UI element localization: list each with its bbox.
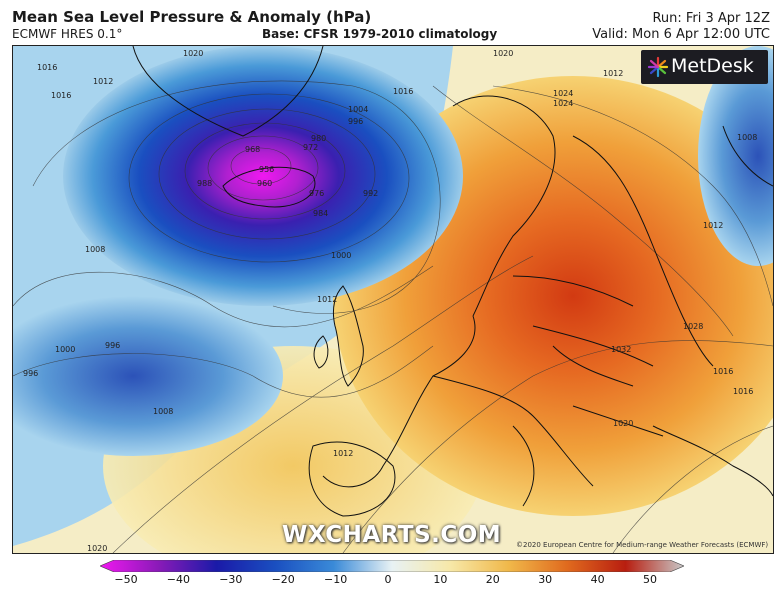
header: Mean Sea Level Pressure & Anomaly (hPa) … [0, 0, 784, 46]
valid-time: Valid: Mon 6 Apr 12:00 UTC [592, 27, 770, 42]
isobar-label: 1008 [85, 245, 105, 254]
isobar-label: 1000 [55, 345, 75, 354]
isobar-label: 972 [303, 143, 318, 152]
colorbar-tick: −10 [323, 573, 348, 586]
map-title: Mean Sea Level Pressure & Anomaly (hPa) [12, 8, 372, 26]
metdesk-logo-icon [647, 56, 669, 78]
isobar-label: 1004 [348, 105, 368, 114]
isobar-label: 1012 [317, 295, 337, 304]
isobar-label: 1016 [37, 63, 57, 72]
isobar-label: 960 [257, 179, 272, 188]
climatology-base: Base: CFSR 1979-2010 climatology [262, 27, 498, 41]
colorbar-tick: 10 [433, 573, 448, 586]
isobar-label: 996 [348, 117, 363, 126]
isobar-label: 1032 [611, 345, 631, 354]
colorbar-tick: −50 [114, 573, 138, 586]
isobar-label: 1016 [733, 387, 753, 396]
isobar-label: 968 [245, 145, 260, 154]
isobar-label: 988 [197, 179, 212, 188]
colorbar-tick: 50 [643, 573, 657, 586]
isobar-label: 1008 [153, 407, 173, 416]
isobar-label: 1020 [613, 419, 633, 428]
isobar-label: 1024 [553, 99, 573, 108]
colorbar-tick: 30 [538, 573, 553, 586]
metdesk-logo-text: MetDesk [671, 55, 754, 77]
colorbar-tick: −30 [219, 573, 243, 586]
model-name: ECMWF HRES 0.1° [12, 27, 123, 41]
isobar-label: 1012 [603, 69, 623, 78]
isobar-label: 992 [363, 189, 378, 198]
isobar-label: 1000 [331, 251, 351, 260]
metdesk-logo[interactable]: MetDesk [641, 50, 768, 84]
pressure-anomaly-map: 1016 1016 1012 1024 1016 1012 1004 996 980 972 968… [12, 45, 774, 554]
colorbar-tick: 40 [590, 573, 605, 586]
isobar-label: 996 [105, 341, 120, 350]
colorbar-tick: 0 [384, 573, 392, 586]
wxcharts-watermark: WXCHARTS.COM [282, 522, 502, 548]
isobar-label: 1028 [683, 322, 703, 331]
isobar-label: 956 [259, 165, 274, 174]
isobar-label: 1012 [703, 221, 723, 230]
colorbar-tick: 20 [485, 573, 500, 586]
isobar-label: 996 [23, 369, 38, 378]
colorbar-tick: −20 [271, 573, 295, 586]
isobar-label: 984 [313, 209, 328, 218]
isobar-label: 1020 [87, 544, 107, 553]
isobar-label: 1012 [333, 449, 353, 458]
isobar-label: 1008 [737, 133, 757, 142]
isobar-label: 1012 [93, 77, 113, 86]
isobar-label: 980 [311, 134, 326, 143]
copyright-notice: ©2020 European Centre for Medium-range W… [516, 541, 769, 549]
isobar-label: 1016 [51, 91, 71, 100]
isobar-label: 1016 [713, 367, 733, 376]
isobar-label: 1016 [393, 87, 413, 96]
anomaly-colorbar [100, 560, 684, 572]
isobar-label: 976 [309, 189, 324, 198]
isobar-label: 1020 [493, 49, 513, 58]
isobar-label: 1024 [553, 89, 573, 98]
run-time: Run: Fri 3 Apr 12Z [652, 11, 770, 26]
isobar-label: 1020 [183, 49, 203, 58]
colorbar-tick: −40 [166, 573, 190, 586]
